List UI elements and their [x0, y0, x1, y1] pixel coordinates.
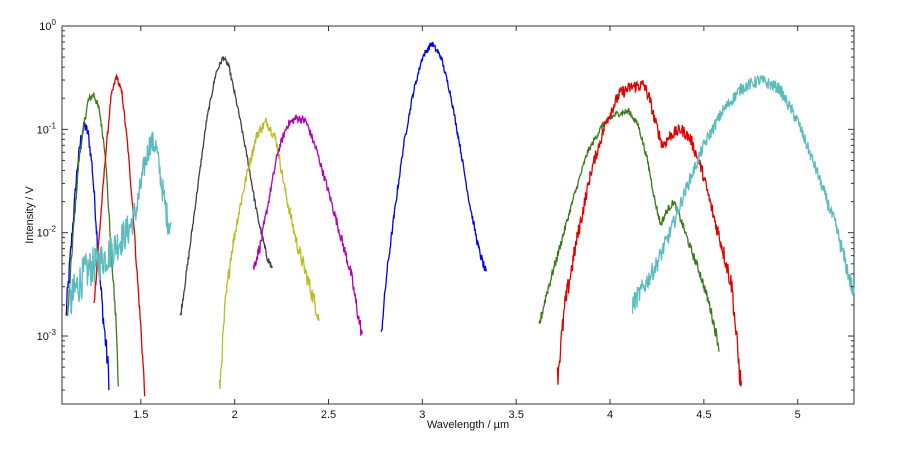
- y-tick-label: 100: [39, 18, 56, 33]
- series-line-4: [68, 131, 172, 315]
- series-line-11: [631, 75, 855, 314]
- series-line-5: [179, 55, 273, 316]
- series-line-3: [93, 73, 146, 397]
- x-tick-label: 1.5: [133, 409, 148, 421]
- series-layer: [65, 41, 855, 397]
- series-line-1: [65, 121, 110, 391]
- x-tick-label: 3.5: [509, 409, 524, 421]
- x-tick-label: 4: [607, 409, 613, 421]
- series-line-7: [252, 114, 363, 336]
- y-axis: 10-3 10-2 10-1 100: [37, 18, 854, 391]
- series-line-10: [556, 79, 743, 387]
- y-axis-label: Intensity / V: [24, 186, 36, 244]
- series-line-2: [66, 92, 119, 387]
- x-tick-label: 2.5: [321, 409, 336, 421]
- x-tick-label: 2: [232, 409, 238, 421]
- x-tick-label: 4.5: [696, 409, 711, 421]
- x-tick-label: 3: [419, 409, 425, 421]
- series-line-9: [538, 108, 720, 352]
- y-tick-label: 10-1: [37, 121, 57, 136]
- plot-frame: [61, 25, 855, 405]
- series-line-8: [380, 41, 487, 332]
- x-axis: 1.5 2 2.5 3 3.5 4 4.5 5: [133, 26, 801, 421]
- series-line-6: [218, 117, 320, 389]
- y-tick-label: 10-3: [37, 328, 57, 343]
- x-axis-label: Wavelength / µm: [427, 419, 509, 431]
- y-tick-label: 10-2: [37, 225, 57, 240]
- x-tick-label: 5: [795, 409, 801, 421]
